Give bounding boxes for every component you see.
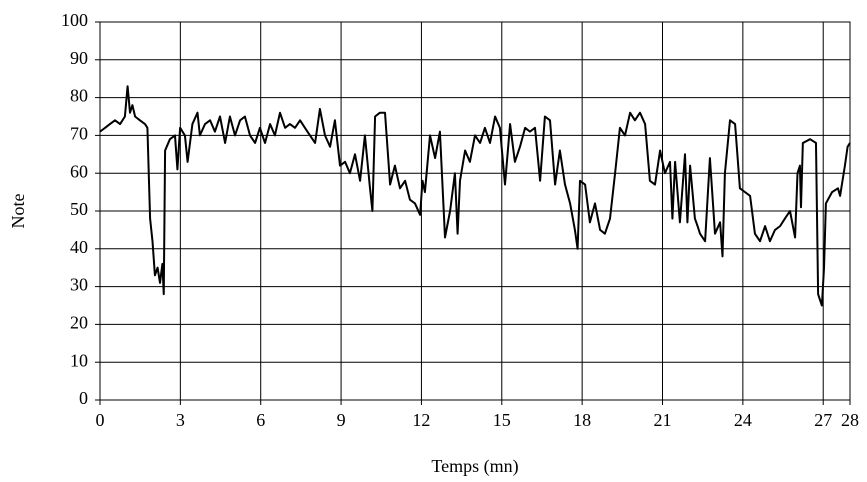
x-tick-label: 6: [256, 410, 265, 430]
x-tick-label: 18: [573, 410, 591, 430]
x-tick-label: 24: [734, 410, 752, 430]
y-tick-label: 90: [70, 48, 88, 68]
y-tick-label: 20: [70, 313, 88, 333]
y-tick-label: 70: [70, 124, 88, 144]
y-tick-label: 60: [70, 161, 88, 181]
y-tick-label: 50: [70, 199, 88, 219]
y-tick-label: 10: [70, 350, 88, 370]
y-tick-label: 30: [70, 275, 88, 295]
x-tick-label: 12: [412, 410, 430, 430]
y-tick-label: 40: [70, 237, 88, 257]
y-tick-label: 80: [70, 86, 88, 106]
y-tick-label: 100: [61, 10, 88, 30]
data-line: [99, 85, 851, 307]
y-axis-label: Note: [8, 194, 28, 229]
x-tick-label: 3: [176, 410, 185, 430]
x-axis-label: Temps (mn): [431, 456, 518, 477]
x-tick-label: 28: [841, 410, 859, 430]
x-tick-label: 9: [337, 410, 346, 430]
y-tick-label: 0: [79, 388, 88, 408]
x-tick-label: 27: [814, 410, 832, 430]
x-tick-label: 0: [96, 410, 105, 430]
x-tick-label: 21: [654, 410, 672, 430]
x-tick-label: 15: [493, 410, 511, 430]
